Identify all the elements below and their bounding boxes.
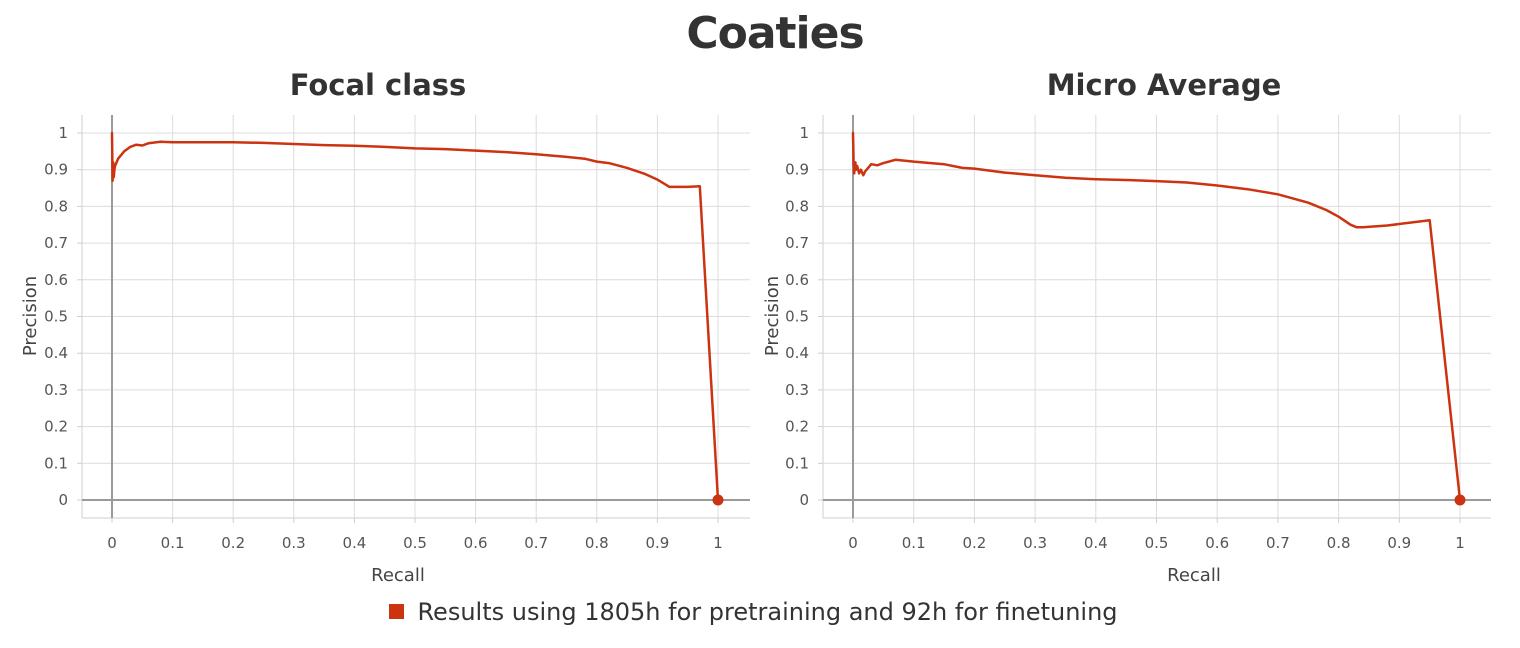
y-tick-label: 0.3 xyxy=(785,381,809,399)
panel-title: Micro Average xyxy=(1047,68,1282,102)
x-tick-label: 0.3 xyxy=(1023,534,1047,552)
series-end-marker xyxy=(1454,494,1466,506)
y-tick-label: 0.5 xyxy=(44,308,68,326)
x-tick-label: 0.6 xyxy=(1205,534,1229,552)
x-tick-label: 0.5 xyxy=(403,534,427,552)
y-tick-label: 0 xyxy=(58,491,68,509)
x-tick-label: 0 xyxy=(107,534,117,552)
x-tick-label: 0.8 xyxy=(1327,534,1351,552)
y-tick-label: 0.8 xyxy=(785,197,809,215)
x-tick-label: 0.9 xyxy=(1387,534,1411,552)
y-tick-label: 0.7 xyxy=(44,234,68,252)
y-axis-label: Precision xyxy=(762,276,783,356)
y-tick-label: 0.3 xyxy=(44,381,68,399)
x-tick-label: 0.7 xyxy=(1266,534,1290,552)
series-end-marker xyxy=(712,494,724,506)
y-tick-label: 0.4 xyxy=(785,344,809,362)
y-tick-label: 0.2 xyxy=(44,418,68,436)
panel-micro-average: Micro Average 0 0.1 0.2 0.3 0.4 0.5 0.6 0.7 0.8 0.… xyxy=(762,68,1491,586)
y-axis-label: Precision xyxy=(20,276,41,356)
y-tick-label: 0.2 xyxy=(785,418,809,436)
y-tick-label: 0 xyxy=(799,491,809,509)
x-tick-label: 0 xyxy=(848,534,858,552)
y-tick-label: 0.9 xyxy=(785,161,809,179)
panel-focal-class: Focal class 0 0.1 0.2 0.3 0.4 0.5 0.6 0.7 0.8 0.9 1… xyxy=(20,68,750,586)
y-tick-label: 0.8 xyxy=(44,197,68,215)
x-axis-label: Recall xyxy=(371,565,425,586)
series-line xyxy=(110,131,720,502)
x-axis-label: Recall xyxy=(1167,565,1221,586)
y-tick-label: 0.5 xyxy=(785,308,809,326)
series-line xyxy=(851,131,1462,502)
y-tick-label: 0.1 xyxy=(785,454,809,472)
x-tick-label: 0.4 xyxy=(342,534,366,552)
chart-main-title: Coaties xyxy=(686,8,864,59)
y-tick-label: 1 xyxy=(799,124,809,142)
y-tick-label: 0.6 xyxy=(785,271,809,289)
y-tick-label: 1 xyxy=(58,124,68,142)
legend[interactable]: Results using 1805h for pretraining and … xyxy=(0,598,1507,626)
x-tick-label: 0.1 xyxy=(161,534,185,552)
y-tick-label: 0.7 xyxy=(785,234,809,252)
x-tick-label: 0.3 xyxy=(282,534,306,552)
x-tick-label: 0.2 xyxy=(221,534,245,552)
x-tick-label: 0.8 xyxy=(585,534,609,552)
x-tick-label: 0.1 xyxy=(902,534,926,552)
x-tick-label: 0.4 xyxy=(1084,534,1108,552)
legend-label: Results using 1805h for pretraining and … xyxy=(417,598,1118,626)
y-tick-label: 0.9 xyxy=(44,161,68,179)
legend-swatch xyxy=(389,604,405,619)
x-tick-label: 0.2 xyxy=(962,534,986,552)
x-tick-label: 1 xyxy=(1455,534,1465,552)
y-tick-label: 0.1 xyxy=(44,454,68,472)
y-tick-label: 0.4 xyxy=(44,344,68,362)
y-tick-label: 0.6 xyxy=(44,271,68,289)
x-tick-label: 0.5 xyxy=(1145,534,1169,552)
x-tick-label: 0.9 xyxy=(645,534,669,552)
x-tick-label: 0.7 xyxy=(524,534,548,552)
x-tick-label: 0.6 xyxy=(464,534,488,552)
x-tick-label: 1 xyxy=(713,534,723,552)
panel-title: Focal class xyxy=(290,68,467,102)
